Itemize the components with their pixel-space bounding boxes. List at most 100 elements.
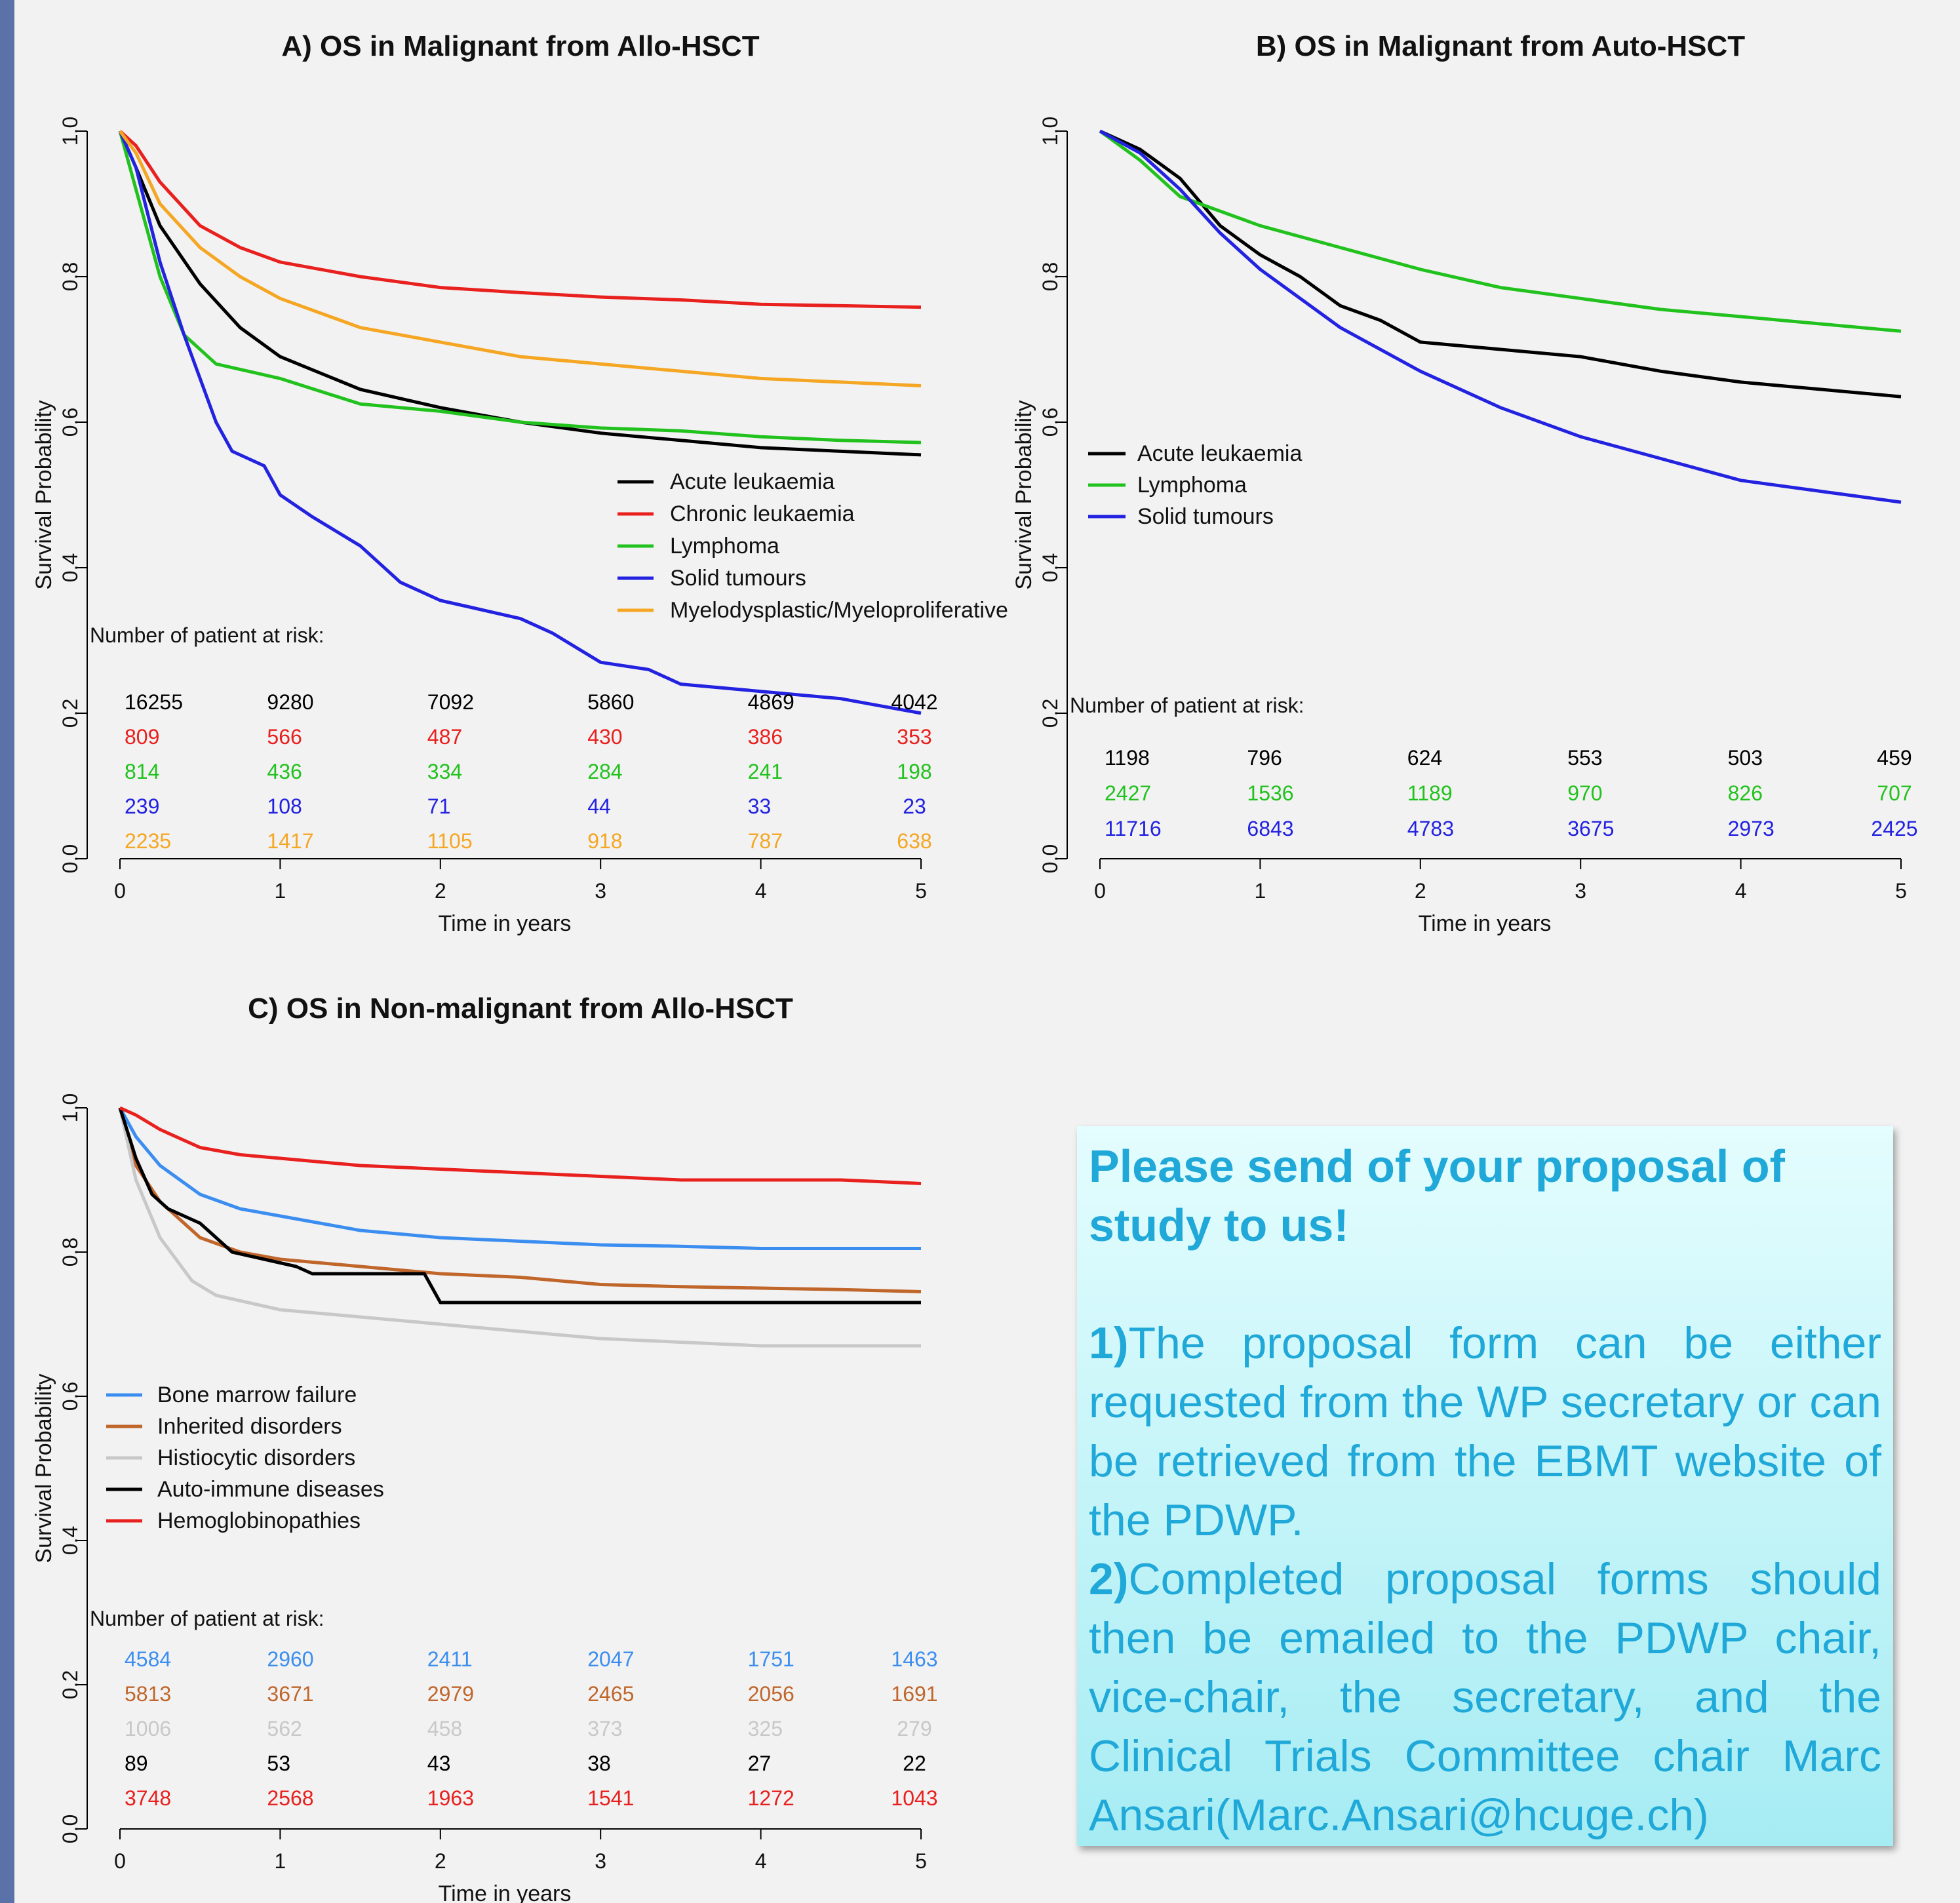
risk-count: 53 xyxy=(267,1752,290,1775)
y-tick-label: 1.0 xyxy=(1038,117,1062,146)
y-tick-label: 0.2 xyxy=(1038,699,1062,728)
y-tick-label: 0.0 xyxy=(1038,844,1062,873)
series-line-2 xyxy=(1099,129,1902,333)
risk-count: 4783 xyxy=(1407,817,1454,840)
side-accent-bar xyxy=(0,0,14,1903)
x-tick-label: 0 xyxy=(114,879,126,903)
y-tick-label: 0.2 xyxy=(58,699,82,728)
series-line-4 xyxy=(118,1107,921,1305)
proposal-note: Please send of your proposal of study to… xyxy=(1077,1126,1893,1846)
risk-count: 373 xyxy=(587,1717,622,1740)
risk-count: 2425 xyxy=(1871,817,1917,840)
risk-count: 279 xyxy=(897,1717,931,1740)
x-tick-label: 3 xyxy=(595,879,606,903)
y-tick-label: 0.8 xyxy=(58,262,82,291)
x-axis-label: Time in years xyxy=(439,1881,572,1903)
legend-label: Chronic leukaemia xyxy=(670,501,855,526)
risk-count: 108 xyxy=(267,795,302,818)
risk-count: 5813 xyxy=(125,1682,171,1706)
y-axis-label: Survival Probability xyxy=(31,1373,56,1563)
x-tick-label: 1 xyxy=(275,879,286,903)
series-line-2 xyxy=(119,130,922,309)
x-tick-label: 1 xyxy=(275,1849,286,1873)
legend-label: Solid tumours xyxy=(670,566,806,591)
risk-count: 71 xyxy=(427,795,451,818)
risk-count: 4869 xyxy=(748,690,794,714)
legend-label: Inherited disorders xyxy=(157,1414,342,1439)
risk-count: 707 xyxy=(1877,781,1911,805)
series-line-1 xyxy=(1099,129,1902,399)
x-axis-label: Time in years xyxy=(439,911,572,936)
risk-count: 562 xyxy=(267,1717,302,1740)
risk-table-header: Number of patient at risk: xyxy=(90,1607,324,1630)
proposal-item-2: 2)Completed proposal forms should then b… xyxy=(1089,1550,1881,1845)
risk-count: 239 xyxy=(125,795,159,818)
risk-count: 970 xyxy=(1567,781,1602,805)
legend-label: Auto-immune diseases xyxy=(157,1477,384,1502)
series-line-3 xyxy=(1099,129,1902,504)
risk-count: 459 xyxy=(1877,746,1911,770)
risk-count: 22 xyxy=(903,1752,926,1775)
risk-count: 814 xyxy=(125,760,159,783)
x-tick-label: 3 xyxy=(595,1849,606,1873)
legend-label: Histiocytic disorders xyxy=(157,1445,355,1470)
risk-count: 1963 xyxy=(427,1786,474,1810)
risk-count: 5860 xyxy=(587,690,634,714)
x-tick-label: 5 xyxy=(915,1849,927,1873)
x-tick-label: 5 xyxy=(1895,879,1907,903)
risk-count: 2568 xyxy=(267,1786,313,1810)
y-tick-label: 1.0 xyxy=(58,117,82,146)
risk-count: 2427 xyxy=(1105,781,1151,805)
risk-count: 27 xyxy=(748,1752,772,1775)
risk-count: 487 xyxy=(427,725,462,749)
risk-count: 3748 xyxy=(125,1786,171,1810)
x-tick-label: 0 xyxy=(114,1849,126,1873)
legend-label: Solid tumours xyxy=(1137,504,1274,529)
risk-count: 2235 xyxy=(125,829,171,853)
risk-count: 1751 xyxy=(748,1647,794,1671)
chart-title: A) OS in Malignant from Allo-HSCT xyxy=(281,30,759,62)
series-line-5 xyxy=(119,1106,922,1185)
y-tick-label: 1.0 xyxy=(58,1093,82,1122)
risk-count: 44 xyxy=(587,795,611,818)
risk-count: 284 xyxy=(587,760,622,783)
risk-count: 1006 xyxy=(125,1717,171,1740)
risk-count: 241 xyxy=(748,760,783,783)
x-tick-label: 5 xyxy=(915,879,927,903)
risk-count: 1463 xyxy=(891,1647,937,1671)
proposal-item-1-text: The proposal form can be either requeste… xyxy=(1089,1318,1881,1545)
legend-label: Acute leukaemia xyxy=(670,469,834,494)
risk-count: 33 xyxy=(748,795,772,818)
risk-count: 2960 xyxy=(267,1647,313,1671)
risk-count: 334 xyxy=(427,760,462,783)
risk-count: 624 xyxy=(1407,746,1442,770)
risk-count: 787 xyxy=(748,829,783,853)
risk-count: 6843 xyxy=(1247,817,1293,840)
risk-count: 1043 xyxy=(891,1786,937,1810)
legend-label: Lymphoma xyxy=(1137,473,1247,498)
y-tick-label: 0.6 xyxy=(58,1382,82,1411)
risk-count: 458 xyxy=(427,1717,462,1740)
risk-count: 566 xyxy=(267,725,302,749)
y-tick-label: 0.6 xyxy=(58,408,82,437)
risk-count: 826 xyxy=(1728,781,1763,805)
risk-count: 1691 xyxy=(891,1682,937,1706)
series-line-5 xyxy=(118,130,922,387)
x-tick-label: 1 xyxy=(1255,879,1266,903)
x-tick-label: 4 xyxy=(1735,879,1747,903)
y-tick-label: 0.2 xyxy=(58,1670,82,1699)
risk-count: 503 xyxy=(1728,746,1763,770)
risk-count: 1198 xyxy=(1105,746,1150,770)
risk-count: 436 xyxy=(267,760,302,783)
legend-label: Bone marrow failure xyxy=(157,1383,357,1407)
risk-count: 11716 xyxy=(1105,817,1162,840)
risk-count: 1272 xyxy=(748,1786,794,1810)
proposal-item-2-text: Completed proposal forms should then be … xyxy=(1089,1554,1881,1840)
series-line-2 xyxy=(118,1107,922,1293)
risk-count: 4042 xyxy=(891,690,937,714)
risk-count: 89 xyxy=(125,1752,148,1775)
x-tick-label: 4 xyxy=(755,1849,767,1873)
y-axis-label: Survival Probability xyxy=(31,400,56,589)
